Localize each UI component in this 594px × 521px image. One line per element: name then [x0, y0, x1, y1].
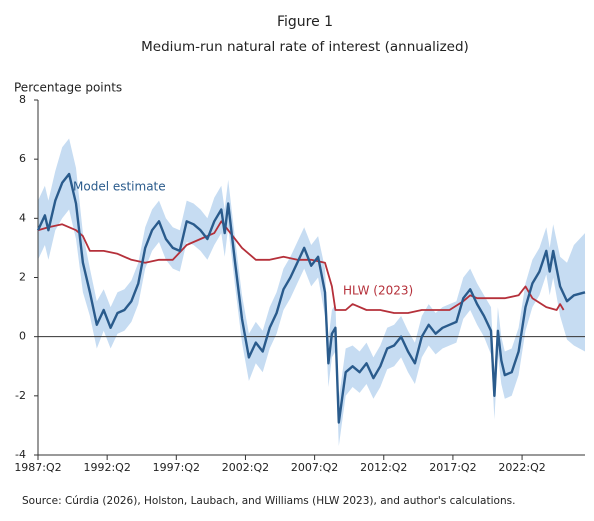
- x-tick-label: 1992:Q2: [83, 461, 130, 474]
- x-tick-label: 2017:Q2: [429, 461, 476, 474]
- y-tick-label: -2: [15, 389, 26, 402]
- series-label: HLW (2023): [343, 284, 413, 298]
- x-tick-label: 2002:Q2: [222, 461, 269, 474]
- y-axis-label: Percentage points: [14, 81, 122, 95]
- y-tick-label: 0: [19, 330, 26, 343]
- y-tick-label: 2: [19, 271, 26, 284]
- source-note: Source: Cúrdia (2026), Holston, Laubach,…: [22, 495, 515, 507]
- series-line: [36, 172, 586, 424]
- y-tick-label: 6: [19, 152, 26, 165]
- y-tick-label: 8: [19, 93, 26, 106]
- series-line: [37, 220, 565, 314]
- x-tick-label: 2012:Q2: [360, 461, 407, 474]
- series-label: Model estimate: [73, 180, 166, 194]
- x-tick-label: 2007:Q2: [291, 461, 338, 474]
- chart-title: Figure 1: [277, 14, 333, 30]
- chart-subtitle: Medium-run natural rate of interest (ann…: [141, 39, 469, 55]
- x-tick-label: 1987:Q2: [14, 461, 61, 474]
- confidence-band: [38, 138, 585, 447]
- y-tick-label: -4: [15, 448, 26, 461]
- x-tick-label: 2022:Q2: [498, 461, 545, 474]
- y-tick-label: 4: [19, 211, 26, 224]
- x-tick-label: 1997:Q2: [153, 461, 200, 474]
